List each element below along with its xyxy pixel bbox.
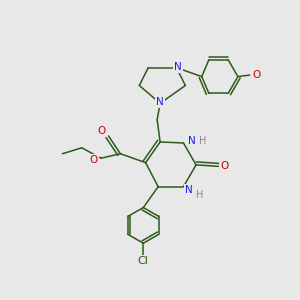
Text: O: O xyxy=(252,70,260,80)
Text: N: N xyxy=(188,136,196,146)
Text: N: N xyxy=(174,62,182,72)
Text: Cl: Cl xyxy=(138,256,149,266)
Text: O: O xyxy=(89,155,98,165)
Text: O: O xyxy=(98,127,106,136)
Text: H: H xyxy=(196,190,203,200)
Text: H: H xyxy=(199,136,206,146)
Text: N: N xyxy=(156,98,164,107)
Text: N: N xyxy=(185,185,193,195)
Text: O: O xyxy=(221,161,229,171)
